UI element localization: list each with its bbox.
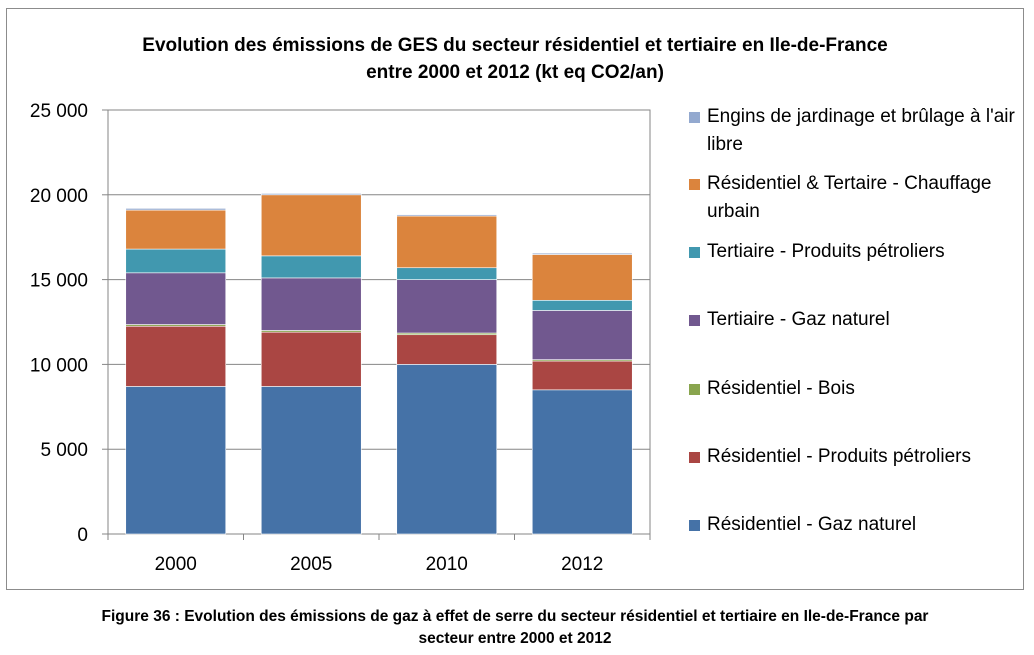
bar-segment bbox=[125, 209, 227, 250]
bar-segment bbox=[125, 208, 227, 211]
legend-label: Résidentiel & Tertaire - Chauffage urbai… bbox=[707, 173, 992, 222]
chart-legend: Engins de jardinage et brûlage à l'air l… bbox=[686, 100, 1022, 550]
legend-swatch bbox=[689, 452, 700, 463]
legend-label: Résidentiel - Produits pétroliers bbox=[707, 446, 972, 467]
bar-segment bbox=[260, 386, 362, 535]
figure-caption: Figure 36 : Evolution des émissions de g… bbox=[101, 608, 929, 647]
legend-swatch bbox=[689, 384, 700, 395]
y-tick-label: 5 000 bbox=[40, 440, 88, 461]
bar-segment bbox=[396, 215, 498, 269]
y-tick-label: 15 000 bbox=[30, 271, 88, 292]
bar-segment bbox=[125, 248, 227, 274]
legend-swatch bbox=[689, 520, 700, 531]
legend-label: Résidentiel - Gaz naturel bbox=[707, 514, 917, 535]
x-tick-label: 2012 bbox=[561, 554, 603, 575]
bar-segment bbox=[396, 214, 498, 217]
x-tick-label: 2010 bbox=[426, 554, 468, 575]
chart-title: Evolution des émissions de GES du secteu… bbox=[142, 35, 888, 83]
bar-segment bbox=[396, 334, 498, 365]
bar-segment bbox=[531, 389, 633, 535]
bar-segment bbox=[531, 360, 633, 391]
legend-label: Résidentiel - Bois bbox=[707, 378, 855, 399]
bar-segment bbox=[396, 267, 498, 280]
y-tick-label: 25 000 bbox=[30, 101, 88, 122]
legend-swatch bbox=[689, 315, 700, 326]
bar-segment bbox=[125, 386, 227, 535]
legend-swatch bbox=[689, 247, 700, 258]
bar-segment bbox=[531, 310, 633, 360]
bar-segment bbox=[531, 299, 633, 311]
legend-label: Tertiaire - Gaz naturel bbox=[707, 309, 890, 330]
bar-segment bbox=[125, 325, 227, 387]
legend-label: Engins de jardinage et brûlage à l'air l… bbox=[707, 106, 1015, 155]
bar-segment bbox=[260, 331, 362, 387]
bar-segment bbox=[531, 252, 633, 255]
bar-segment bbox=[260, 194, 362, 257]
legend-label: Tertiaire - Produits pétroliers bbox=[707, 241, 945, 262]
bar-chart: 0 5 000 10 000 15 000 20 000 25 000 2000 2005 20… bbox=[30, 101, 651, 575]
bar-segment bbox=[396, 279, 498, 334]
legend-swatch bbox=[689, 112, 700, 123]
legend-swatch bbox=[689, 179, 700, 190]
y-tick-label: 0 bbox=[77, 525, 88, 546]
x-tick-label: 2000 bbox=[155, 554, 197, 575]
bar-segment bbox=[260, 277, 362, 331]
y-tick-label: 10 000 bbox=[30, 355, 88, 376]
bar-segment bbox=[396, 364, 498, 535]
y-tick-label: 20 000 bbox=[30, 186, 88, 207]
bar-segment bbox=[260, 193, 362, 196]
bar-segment bbox=[260, 255, 362, 279]
bar-segment bbox=[125, 272, 227, 325]
x-tick-label: 2005 bbox=[290, 554, 332, 575]
bar-segment bbox=[531, 254, 633, 301]
